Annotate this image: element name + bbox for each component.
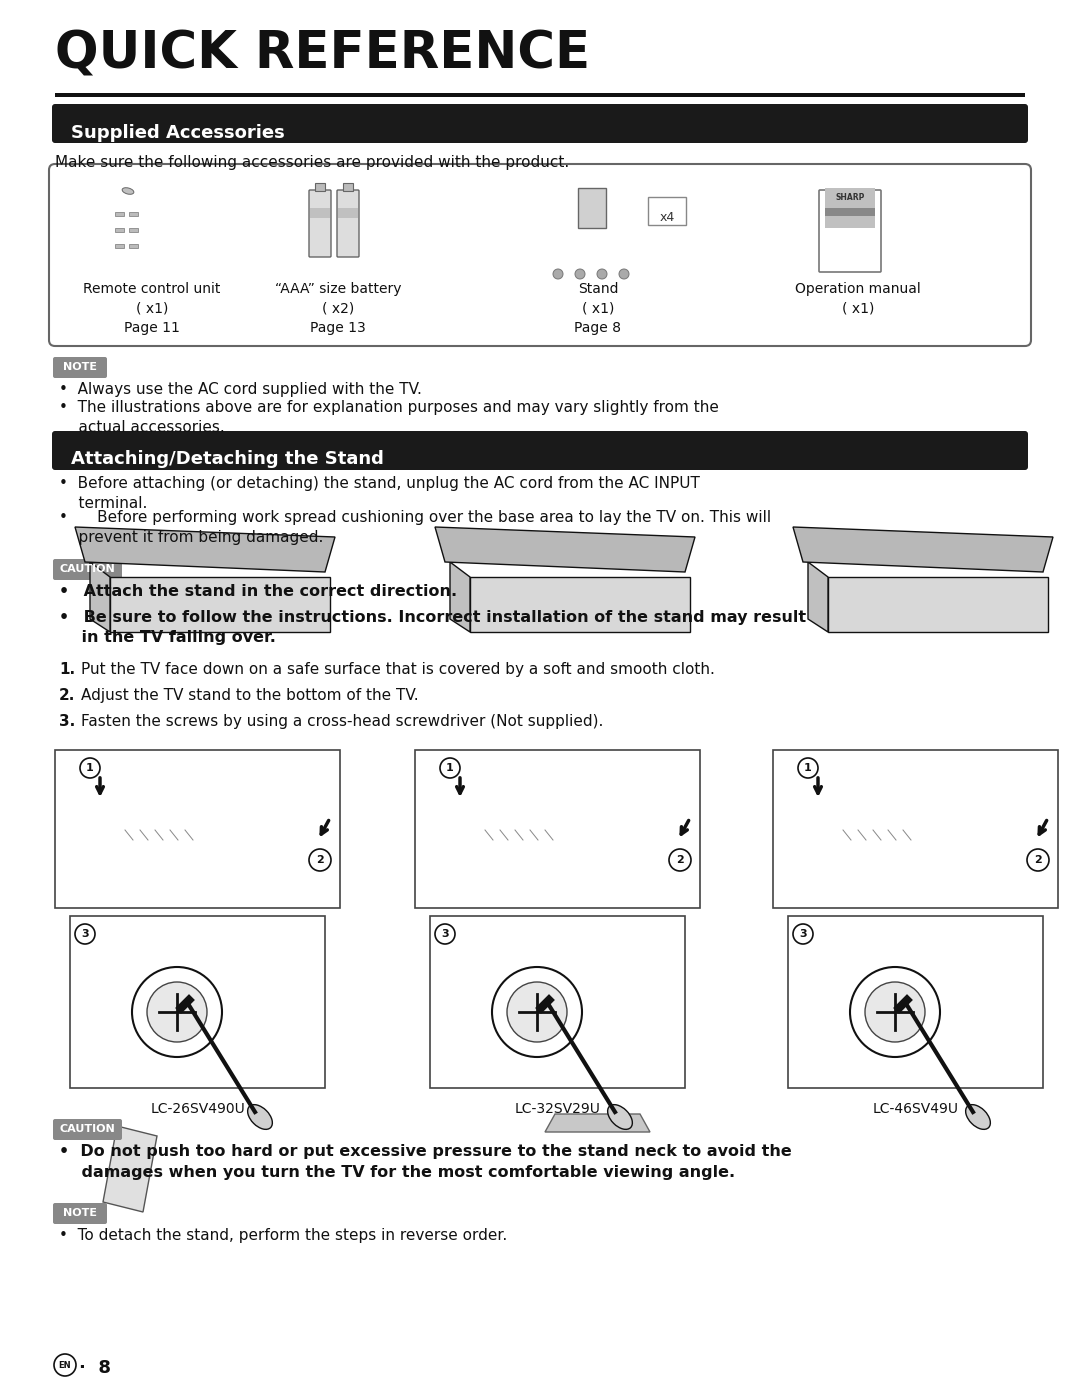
FancyBboxPatch shape — [819, 190, 881, 272]
Text: •   Attach the stand in the correct direction.: • Attach the stand in the correct direct… — [59, 584, 457, 599]
Text: CAUTION: CAUTION — [59, 1125, 116, 1134]
Circle shape — [1027, 849, 1049, 870]
Text: •  Do not push too hard or put excessive pressure to the stand neck to avoid the: • Do not push too hard or put excessive … — [59, 1144, 792, 1180]
FancyBboxPatch shape — [53, 358, 107, 379]
Polygon shape — [75, 527, 335, 571]
Circle shape — [309, 849, 330, 870]
Bar — [578, 189, 606, 228]
Circle shape — [850, 967, 940, 1058]
Bar — [129, 228, 138, 232]
Text: QUICK REFERENCE: QUICK REFERENCE — [55, 29, 590, 80]
FancyBboxPatch shape — [52, 432, 1028, 469]
Bar — [315, 183, 325, 191]
Text: 1: 1 — [805, 763, 812, 773]
Text: Remote control unit
( x1)
Page 11: Remote control unit ( x1) Page 11 — [83, 282, 220, 335]
Text: Put the TV face down on a safe surface that is covered by a soft and smooth clot: Put the TV face down on a safe surface t… — [81, 662, 715, 678]
Bar — [343, 183, 353, 191]
Text: •   Be sure to follow the instructions. Incorrect installation of the stand may : • Be sure to follow the instructions. In… — [59, 610, 806, 645]
FancyBboxPatch shape — [53, 559, 122, 580]
Text: •  To detach the stand, perform the steps in reverse order.: • To detach the stand, perform the steps… — [59, 1228, 508, 1243]
FancyBboxPatch shape — [49, 163, 1031, 346]
Text: LC-32SV29U: LC-32SV29U — [514, 1102, 600, 1116]
Text: 1: 1 — [86, 763, 94, 773]
Text: EN: EN — [58, 1361, 71, 1369]
Ellipse shape — [966, 1105, 990, 1129]
Ellipse shape — [122, 187, 134, 194]
FancyBboxPatch shape — [53, 1203, 107, 1224]
Bar — [70, 916, 325, 1088]
Circle shape — [597, 270, 607, 279]
Circle shape — [492, 967, 582, 1058]
Circle shape — [553, 270, 563, 279]
FancyBboxPatch shape — [337, 190, 359, 257]
Text: ·  8: · 8 — [79, 1359, 111, 1377]
FancyBboxPatch shape — [309, 190, 330, 257]
Text: NOTE: NOTE — [63, 362, 97, 373]
Text: LC-26SV490U: LC-26SV490U — [150, 1102, 245, 1116]
Text: 2: 2 — [676, 855, 684, 865]
Circle shape — [440, 759, 460, 778]
Ellipse shape — [608, 1105, 633, 1129]
Text: •  Before attaching (or detaching) the stand, unplug the AC cord from the AC INP: • Before attaching (or detaching) the st… — [59, 476, 700, 511]
Text: x4: x4 — [660, 211, 675, 224]
Text: 3.: 3. — [59, 714, 76, 729]
Circle shape — [798, 759, 818, 778]
Text: “AAA” size battery
( x2)
Page 13: “AAA” size battery ( x2) Page 13 — [274, 282, 402, 335]
Polygon shape — [450, 562, 470, 631]
Bar — [114, 212, 124, 217]
Text: 1: 1 — [446, 763, 454, 773]
Circle shape — [147, 982, 207, 1042]
Polygon shape — [545, 1113, 650, 1132]
Text: •      Before performing work spread cushioning over the base area to lay the TV: • Before performing work spread cushioni… — [59, 510, 771, 545]
Bar — [788, 916, 1043, 1088]
Circle shape — [575, 270, 585, 279]
Text: Fasten the screws by using a cross-head screwdriver (Not supplied).: Fasten the screws by using a cross-head … — [81, 714, 604, 729]
Text: Operation manual
( x1): Operation manual ( x1) — [795, 282, 921, 316]
Bar — [825, 208, 875, 217]
Text: LC-46SV49U: LC-46SV49U — [873, 1102, 959, 1116]
Text: Make sure the following accessories are provided with the product.: Make sure the following accessories are … — [55, 155, 569, 170]
Text: 3: 3 — [799, 929, 807, 939]
Polygon shape — [808, 562, 828, 631]
Text: Attaching/Detaching the Stand: Attaching/Detaching the Stand — [71, 450, 383, 468]
Bar — [114, 244, 124, 249]
Circle shape — [619, 270, 629, 279]
Circle shape — [865, 982, 924, 1042]
Circle shape — [669, 849, 691, 870]
Bar — [55, 750, 340, 908]
Bar — [430, 916, 685, 1088]
Text: Stand
( x1)
Page 8: Stand ( x1) Page 8 — [575, 282, 621, 335]
Bar — [648, 197, 686, 225]
Polygon shape — [470, 577, 690, 631]
Text: Supplied Accessories: Supplied Accessories — [71, 123, 285, 141]
Bar — [415, 750, 700, 908]
Text: SHARP: SHARP — [835, 193, 865, 203]
Text: 2.: 2. — [59, 687, 76, 703]
Bar — [129, 212, 138, 217]
Ellipse shape — [247, 1105, 272, 1129]
Text: CAUTION: CAUTION — [59, 564, 116, 574]
Polygon shape — [828, 577, 1048, 631]
Polygon shape — [110, 577, 330, 631]
Polygon shape — [435, 527, 696, 571]
Circle shape — [80, 759, 100, 778]
Bar — [773, 750, 1058, 908]
Text: •  Always use the AC cord supplied with the TV.: • Always use the AC cord supplied with t… — [59, 381, 422, 397]
Text: 3: 3 — [81, 929, 89, 939]
Circle shape — [507, 982, 567, 1042]
Circle shape — [793, 923, 813, 944]
Bar — [129, 244, 138, 249]
Circle shape — [435, 923, 455, 944]
Bar — [114, 228, 124, 232]
Bar — [55, 94, 1025, 96]
Bar — [338, 208, 357, 218]
Text: Adjust the TV stand to the bottom of the TV.: Adjust the TV stand to the bottom of the… — [81, 687, 419, 703]
Text: 3: 3 — [442, 929, 449, 939]
Text: NOTE: NOTE — [63, 1208, 97, 1218]
Bar — [310, 208, 330, 218]
FancyBboxPatch shape — [53, 1119, 122, 1140]
Polygon shape — [103, 1126, 157, 1213]
Polygon shape — [793, 527, 1053, 571]
Bar — [825, 189, 875, 228]
Circle shape — [54, 1354, 76, 1376]
